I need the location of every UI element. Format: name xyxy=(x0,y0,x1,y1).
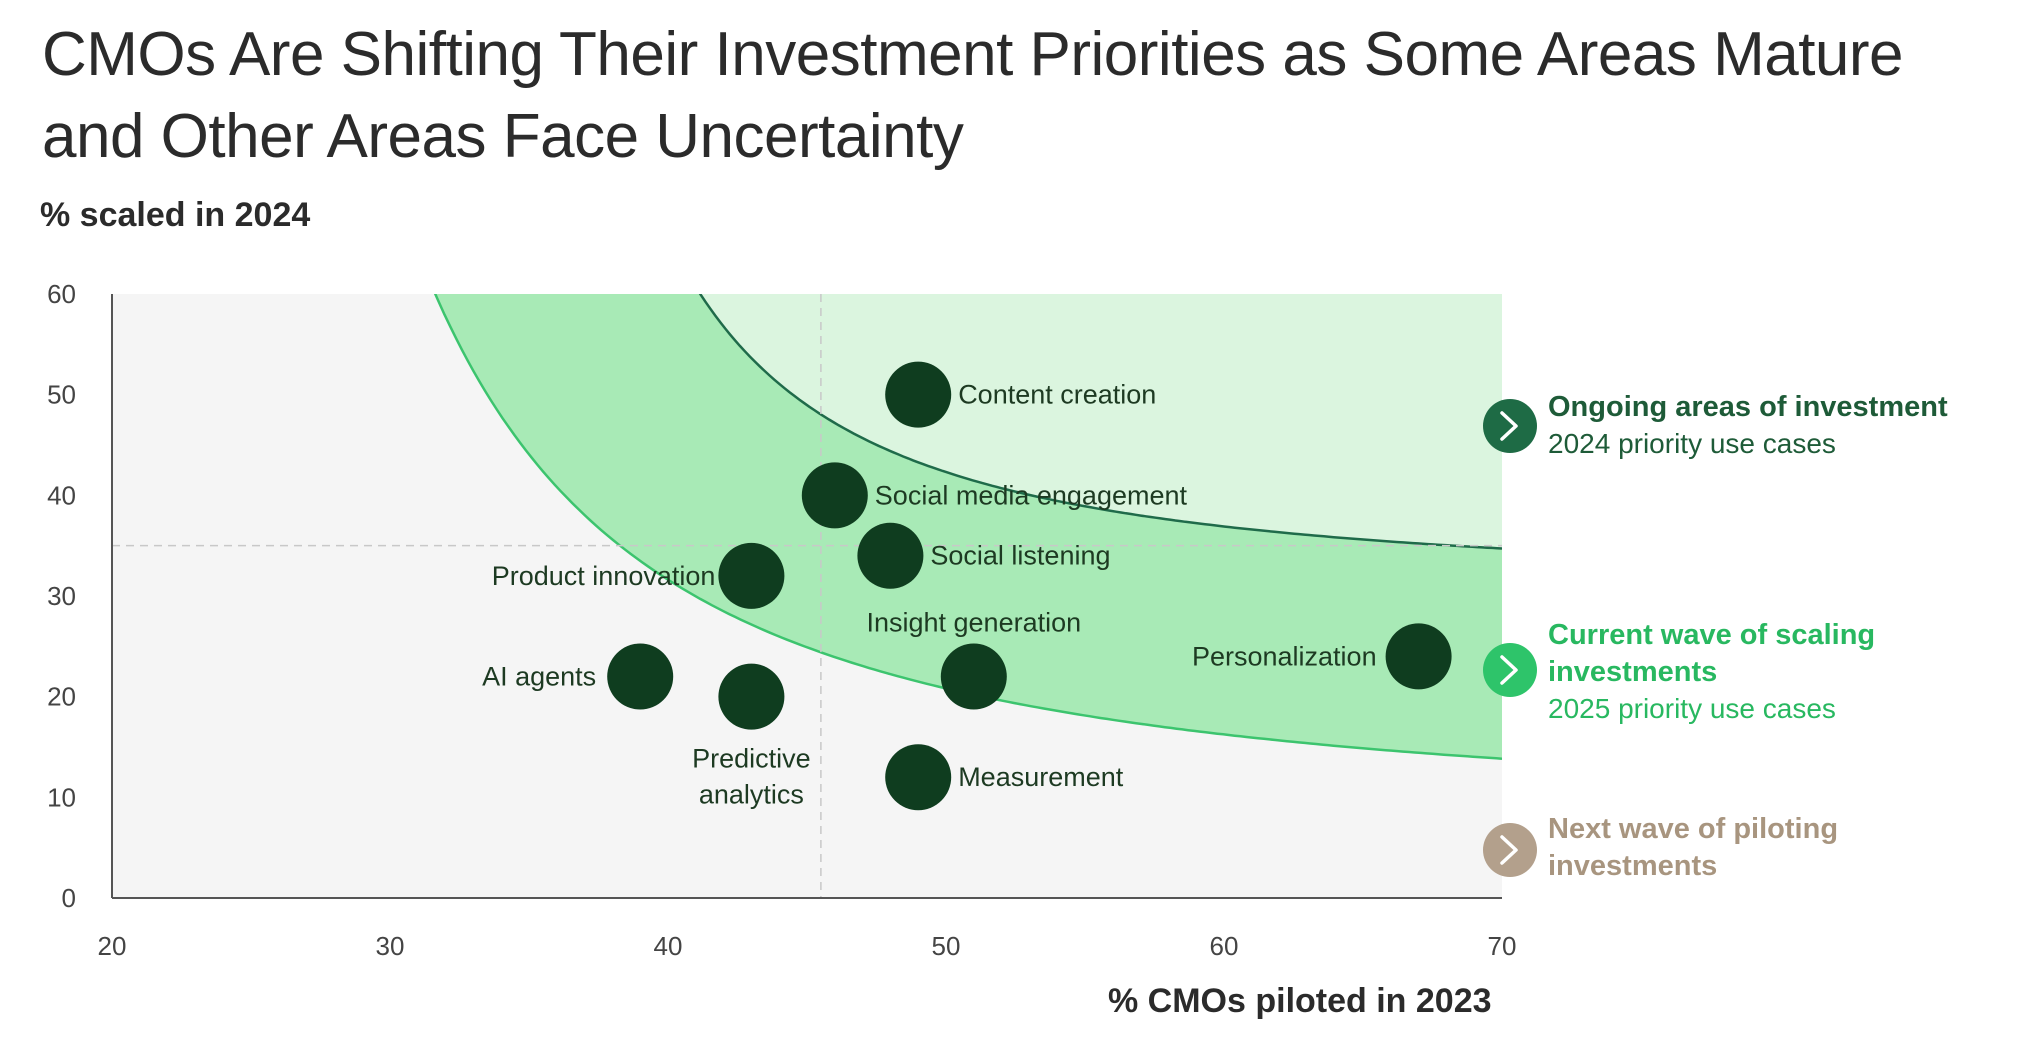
point-label: analytics xyxy=(699,780,804,810)
legend-title: investments xyxy=(1548,850,1717,882)
chevron-right-icon xyxy=(1500,655,1518,685)
ongoing-zone xyxy=(700,294,1502,549)
data-point xyxy=(718,663,785,730)
x-tick-label: 40 xyxy=(654,931,683,961)
data-point xyxy=(607,643,674,710)
chevron-right-icon xyxy=(1500,835,1518,865)
lower-boundary-curve xyxy=(433,294,1502,760)
legend-chevron-icon xyxy=(1483,399,1537,453)
legend-title: Next wave of piloting xyxy=(1548,813,1838,845)
legend-chevron-icon xyxy=(1483,643,1537,697)
chart-title-line-2: and Other Areas Face Uncertainty xyxy=(42,102,964,171)
data-point xyxy=(718,542,785,609)
legend-subtitle: 2025 priority use cases xyxy=(1548,693,1836,724)
legend-chevron-icon xyxy=(1483,823,1537,877)
x-tick-label: 70 xyxy=(1488,931,1517,961)
data-point xyxy=(885,361,952,428)
y-tick-label: 60 xyxy=(47,279,76,309)
y-axis-label: % scaled in 2024 xyxy=(40,196,311,234)
data-point xyxy=(1385,623,1452,690)
legend-title: Current wave of scaling xyxy=(1548,619,1875,651)
x-axis-label: % CMOs piloted in 2023 xyxy=(1108,982,1492,1020)
data-point xyxy=(801,462,868,529)
zones-group xyxy=(433,294,1502,760)
data-point xyxy=(885,744,952,811)
y-tick-label: 10 xyxy=(47,782,76,812)
chevron-right-icon xyxy=(1500,411,1518,441)
legend-subtitle: 2024 priority use cases xyxy=(1548,428,1836,459)
chart-title-line-1: CMOs Are Shifting Their Investment Prior… xyxy=(42,20,1904,89)
x-tick-label: 30 xyxy=(376,931,405,961)
point-label: Predictive xyxy=(692,744,811,774)
point-label: AI agents xyxy=(482,662,596,692)
y-tick-label: 40 xyxy=(47,480,76,510)
x-tick-label: 20 xyxy=(98,931,127,961)
y-tick-label: 30 xyxy=(47,581,76,611)
chart-title: CMOs Are Shifting Their Investment Prior… xyxy=(42,14,2002,178)
y-tick-label: 0 xyxy=(62,883,76,913)
data-point xyxy=(940,643,1007,710)
upper-boundary-curve xyxy=(698,294,1502,550)
point-label: Product innovation xyxy=(492,561,716,591)
y-tick-label: 50 xyxy=(47,380,76,410)
point-label: Social media engagement xyxy=(875,480,1188,510)
point-label: Measurement xyxy=(958,762,1124,792)
point-label: Social listening xyxy=(930,541,1110,571)
legend-title: investments xyxy=(1548,656,1717,688)
x-tick-label: 50 xyxy=(932,931,961,961)
data-point xyxy=(857,522,924,589)
legend-title: Ongoing areas of investment xyxy=(1548,391,1948,423)
point-label: Personalization xyxy=(1192,641,1377,671)
x-tick-label: 60 xyxy=(1210,931,1239,961)
y-tick-label: 20 xyxy=(47,682,76,712)
point-label: Content creation xyxy=(958,380,1156,410)
point-label: Insight generation xyxy=(866,608,1081,638)
